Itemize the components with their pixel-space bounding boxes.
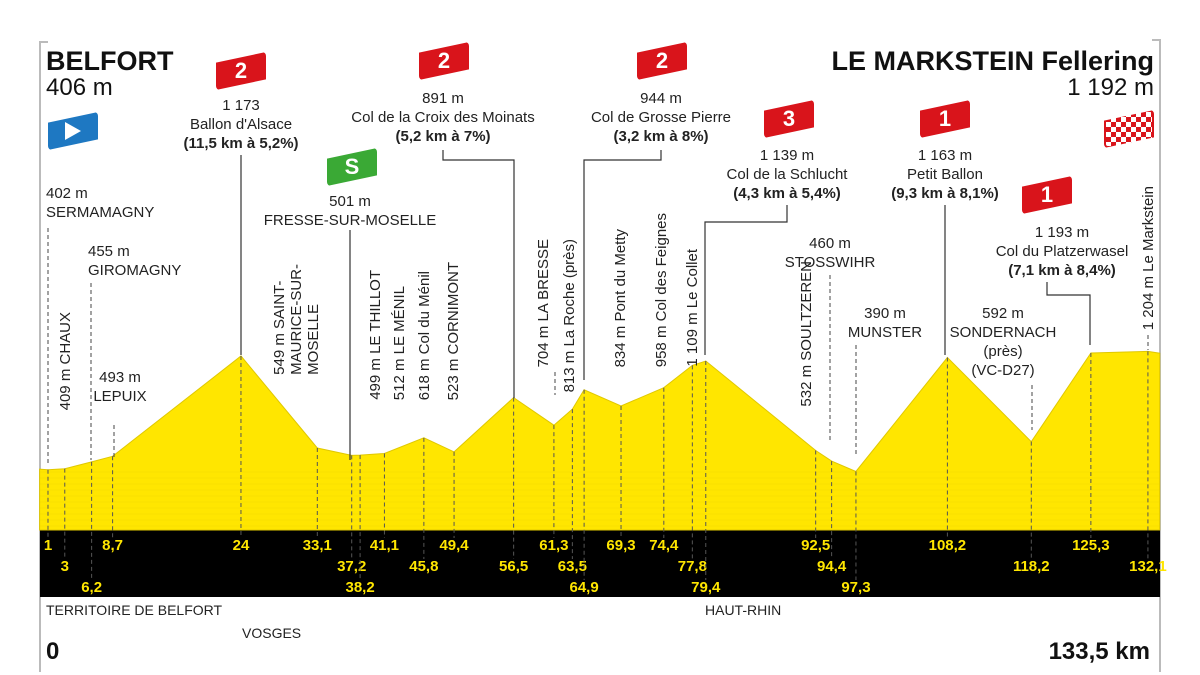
start-name: BELFORT [46, 46, 174, 76]
climb-name: Col de la Schlucht [726, 166, 848, 183]
leader-line [442, 150, 515, 398]
climb-detail: (5,2 km à 7%) [395, 128, 491, 145]
place-vertical: 1 204 m Le Markstein [1140, 185, 1157, 330]
climb-alt: 891 m [422, 90, 464, 107]
place-name: LEPUIX [93, 388, 147, 405]
place-vertical: 532 m SOULTZEREN [798, 261, 815, 407]
finish-name: LE MARKSTEIN Fellering [831, 46, 1154, 76]
climb-name: Col de Grosse Pierre [590, 109, 732, 126]
place-vertical: 512 m LE MÉNIL [391, 285, 408, 400]
km-label: 37,2 [337, 558, 366, 575]
place-vertical: 618 m Col du Ménil [416, 270, 433, 400]
km-label: 108,2 [929, 537, 967, 554]
place-vertical: 409 m CHAUX [57, 311, 74, 410]
km-label: 1 [44, 537, 52, 554]
leader-line [1046, 282, 1091, 345]
place-vertical: 549 m SAINT- MAURICE-SUR- MOSELLE [271, 264, 322, 375]
climb-alt: 1 193 m [1034, 224, 1090, 241]
km-label: 6,2 [81, 579, 102, 596]
km-label: 79,4 [691, 579, 721, 596]
km-label: 118,2 [1013, 558, 1050, 575]
finish-altitude: 1 192 m [1067, 74, 1154, 101]
climb-alt: 1 173 [222, 97, 260, 114]
distance-end: 133,5 km [1048, 638, 1150, 665]
km-label: 77,8 [678, 558, 707, 575]
department-label: VOSGES [242, 625, 302, 641]
km-label: 24 [233, 537, 250, 554]
sprint-alt: 501 m [329, 193, 371, 210]
km-label: 63,5 [558, 558, 587, 575]
place-name: SERMAMAGNY [46, 204, 155, 221]
km-label: 41,1 [370, 537, 399, 554]
place-name: STOSSWIHR [784, 254, 876, 271]
climb-detail: (9,3 km à 8,1%) [891, 185, 999, 202]
climb-name: Col de la Croix des Moinats [351, 109, 535, 126]
leader-line [583, 150, 662, 380]
km-label: 97,3 [841, 579, 870, 596]
place-vertical: 704 m LA BRESSE [535, 238, 552, 367]
place-alt: 455 m [88, 243, 130, 260]
place-name: GIROMAGNY [88, 262, 182, 279]
place-vertical: 499 m LE THILLOT [367, 270, 384, 400]
sprint-label: S [344, 154, 360, 179]
km-label: 125,3 [1072, 537, 1110, 554]
km-label: 33,1 [303, 537, 332, 554]
place-note: (près) [983, 343, 1023, 360]
place-vertical: 1 109 m Le Collet [684, 249, 701, 367]
km-label: 92,5 [801, 537, 830, 554]
km-label: 61,3 [539, 537, 568, 554]
climb-name: Ballon d'Alsace [189, 116, 293, 133]
km-label: 3 [61, 558, 69, 575]
km-band [40, 530, 1160, 597]
climb-alt: 944 m [640, 90, 682, 107]
place-alt: 402 m [46, 185, 88, 202]
km-label: 56,5 [499, 558, 528, 575]
distance-start: 0 [46, 638, 60, 665]
km-label: 8,7 [102, 537, 123, 554]
km-label: 45,8 [409, 558, 438, 575]
km-label: 132,1 [1129, 558, 1167, 575]
start-altitude: 406 m [46, 74, 113, 101]
place-name: SONDERNACH [949, 324, 1057, 341]
km-label: 49,4 [439, 537, 469, 554]
km-label: 38,2 [345, 579, 374, 596]
km-label: 69,3 [606, 537, 635, 554]
place-vertical: 958 m Col des Feignes [653, 212, 670, 367]
leader-line [704, 205, 788, 355]
climb-detail: (3,2 km à 8%) [613, 128, 709, 145]
km-label: 74,4 [649, 537, 679, 554]
place-alt: 390 m [864, 305, 906, 322]
climb-detail: (7,1 km à 8,4%) [1008, 262, 1116, 279]
place-name: MUNSTER [847, 324, 923, 341]
climb-alt: 1 139 m [759, 147, 815, 164]
department-label: TERRITOIRE DE BELFORT [46, 602, 223, 618]
place-vertical: 523 m CORNIMONT [445, 261, 462, 400]
climb-name: Petit Ballon [907, 166, 983, 183]
place-alt: 460 m [809, 235, 851, 252]
place-vertical: 834 m Pont du Metty [612, 228, 629, 367]
km-label: 64,9 [570, 579, 599, 596]
place-vertical: 813 m La Roche (près) [561, 238, 578, 392]
sprint-name: FRESSE-SUR-MOSELLE [263, 212, 437, 229]
department-label: HAUT-RHIN [705, 602, 782, 618]
climb-alt: 1 163 m [917, 147, 973, 164]
place-note: (VC-D27) [971, 362, 1035, 379]
climb-detail: (11,5 km à 5,2%) [183, 135, 299, 152]
place-alt: 592 m [982, 305, 1024, 322]
km-label: 94,4 [817, 558, 847, 575]
climb-name: Col du Platzerwasel [995, 243, 1129, 260]
climb-detail: (4,3 km à 5,4%) [733, 185, 841, 202]
place-alt: 493 m [99, 369, 141, 386]
